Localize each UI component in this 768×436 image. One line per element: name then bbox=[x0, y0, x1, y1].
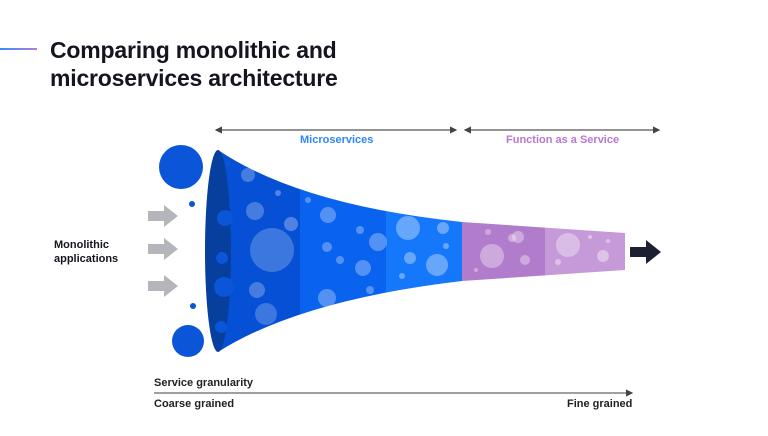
bubble bbox=[474, 268, 478, 272]
label-line: applications bbox=[54, 253, 119, 265]
bubble bbox=[485, 229, 491, 235]
bubble bbox=[275, 190, 281, 196]
funnel-segment bbox=[386, 150, 462, 352]
microservices-label: Microservices bbox=[300, 134, 374, 146]
input-arrows bbox=[148, 205, 178, 297]
bubble bbox=[336, 311, 344, 319]
title-line-1: Comparing monolithic and bbox=[50, 37, 337, 63]
bubble bbox=[508, 234, 516, 242]
bubble bbox=[437, 222, 449, 234]
axis-start-label: Coarse grained bbox=[154, 398, 235, 410]
axis-end-label: Fine grained bbox=[567, 398, 633, 410]
monolith-dot bbox=[190, 303, 196, 309]
axis-title: Service granularity bbox=[154, 377, 254, 389]
input-arrow-icon bbox=[148, 238, 178, 260]
bubble bbox=[320, 207, 336, 223]
bubble bbox=[284, 217, 298, 231]
output-arrow-icon bbox=[630, 240, 661, 264]
input-arrow-icon bbox=[148, 205, 178, 227]
bubble bbox=[322, 242, 332, 252]
bubble bbox=[241, 168, 255, 182]
input-arrow-icon bbox=[148, 275, 178, 297]
funnel-bubbles bbox=[241, 168, 610, 325]
bubble bbox=[606, 239, 610, 243]
bubble bbox=[404, 252, 416, 264]
bubble bbox=[215, 321, 227, 333]
bubble bbox=[597, 250, 609, 262]
monolith-circle-medium bbox=[172, 325, 204, 357]
bubble bbox=[396, 216, 420, 240]
bubble bbox=[399, 273, 405, 279]
bubble bbox=[336, 256, 344, 264]
bubble bbox=[216, 252, 228, 264]
bubble bbox=[318, 289, 336, 307]
monolithic-applications-label: Monolithic applications bbox=[54, 238, 118, 266]
bubble bbox=[255, 303, 277, 325]
bubble bbox=[443, 243, 449, 249]
bubble bbox=[217, 210, 233, 226]
bubble bbox=[512, 231, 524, 243]
bubble bbox=[520, 255, 530, 265]
bubble bbox=[249, 282, 265, 298]
title-line-2: microservices architecture bbox=[50, 65, 338, 91]
bubble bbox=[214, 277, 234, 297]
bubble bbox=[369, 233, 387, 251]
label-line: Monolithic bbox=[54, 239, 109, 251]
title-accent-line bbox=[0, 48, 37, 50]
bubble bbox=[225, 160, 231, 166]
bubble bbox=[555, 259, 561, 265]
bubble bbox=[355, 260, 371, 276]
bubble bbox=[250, 228, 294, 272]
mouth-bubbles bbox=[214, 160, 234, 333]
bubble bbox=[426, 254, 448, 276]
bubble bbox=[305, 197, 311, 203]
page-title: Comparing monolithic and microservices a… bbox=[50, 36, 338, 92]
bubble bbox=[556, 233, 580, 257]
bubble bbox=[588, 235, 592, 239]
bubble bbox=[356, 226, 364, 234]
faas-label: Function as a Service bbox=[506, 134, 620, 146]
monolith-dot bbox=[189, 201, 195, 207]
monolith-circle-large bbox=[159, 145, 203, 189]
bubble bbox=[246, 202, 264, 220]
funnel-mouth bbox=[205, 150, 231, 352]
bubble bbox=[366, 286, 374, 294]
bubble bbox=[480, 244, 504, 268]
